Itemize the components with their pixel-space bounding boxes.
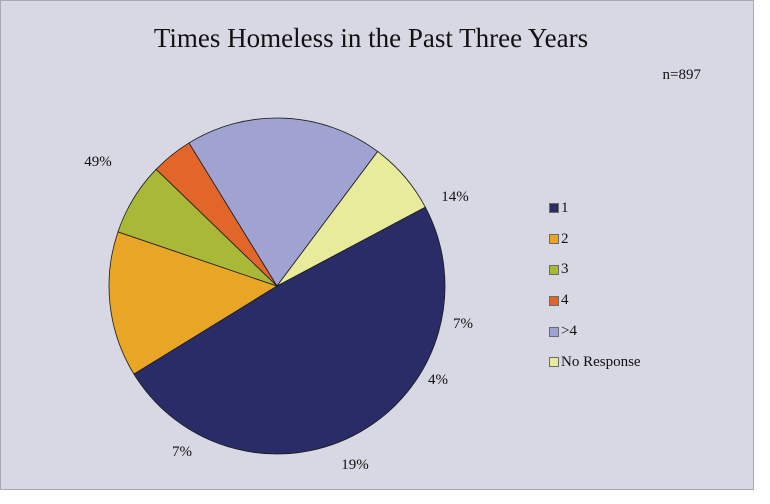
slice-label-6: 7% [172, 444, 192, 460]
pie-chart: 49% 14% 7% 4% 19% 7% [84, 117, 473, 473]
slice-label-2: 14% [441, 189, 469, 205]
chart-area: 49% 14% 7% 4% 19% 7% Times Homeless in the Pa… [0, 0, 754, 490]
slice-label-3: 7% [453, 316, 473, 332]
legend-swatch [549, 264, 559, 275]
pie-slice-2 [108, 231, 278, 375]
slice-label-1: 49% [84, 154, 112, 170]
legend-swatch [549, 357, 559, 368]
legend-label: 2 [561, 230, 569, 247]
legend-item: 4 [549, 285, 641, 316]
legend-label: No Response [561, 353, 641, 370]
legend-item: 3 [549, 255, 641, 286]
legend-label: 3 [561, 261, 569, 278]
slice-label-4: 4% [428, 372, 448, 388]
pie-slice-6 [276, 150, 426, 287]
slice-label-5: 19% [341, 457, 369, 473]
chart-title: Times Homeless in the Past Three Years [153, 23, 589, 53]
legend-item: >4 [549, 316, 641, 347]
legend-item: 1 [549, 193, 641, 224]
legend-label: 4 [561, 292, 569, 309]
legend-swatch [549, 326, 559, 337]
legend-item: No Response [549, 347, 641, 378]
chart-legend: 1 2 3 4 >4 No Response [549, 193, 641, 378]
legend-swatch [549, 234, 559, 245]
legend-swatch [549, 203, 559, 214]
legend-item: 2 [549, 224, 641, 255]
pie-slice-5 [188, 117, 379, 287]
legend-label: >4 [561, 323, 577, 340]
legend-swatch [549, 295, 559, 306]
legend-label: 1 [561, 199, 569, 216]
sample-size-note: n=897 [662, 67, 701, 83]
pie-slice-1 [133, 206, 446, 455]
